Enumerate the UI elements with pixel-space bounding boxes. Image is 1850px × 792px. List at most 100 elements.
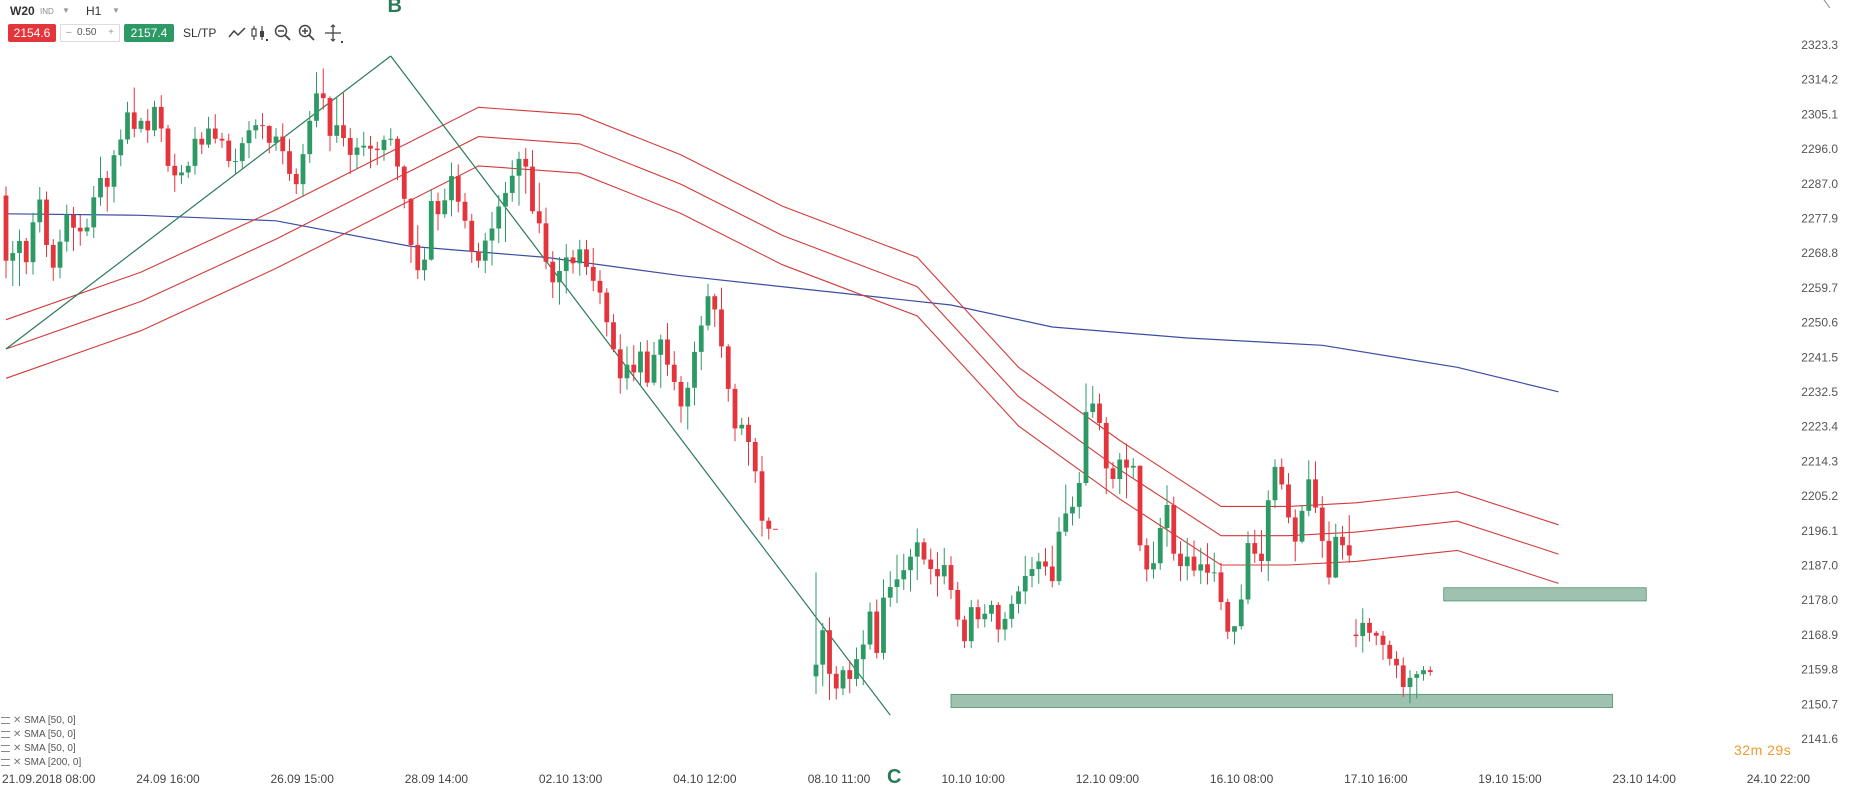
candle-body — [428, 201, 434, 260]
candle-body — [496, 206, 502, 229]
candle-body — [192, 138, 198, 166]
candle-body — [1056, 531, 1062, 582]
candle-body — [941, 565, 947, 577]
candle-body — [1090, 403, 1096, 412]
candle-body — [172, 165, 178, 176]
candle-body — [1333, 536, 1339, 578]
candle-body — [1178, 553, 1183, 567]
candle-body — [3, 195, 9, 261]
candle-body — [44, 199, 49, 245]
volume-increase-button[interactable]: + — [108, 27, 114, 38]
candle-body — [577, 249, 583, 264]
remove-indicator-icon[interactable]: ✕ — [13, 743, 22, 754]
timeframe-label[interactable]: H1 — [86, 4, 102, 18]
candle-body — [881, 597, 886, 653]
candle-body — [462, 201, 468, 221]
candle-body — [1097, 403, 1102, 423]
candle-body — [523, 158, 529, 167]
indicator-settings-icon[interactable] — [1, 717, 10, 724]
candle-body — [638, 351, 643, 373]
sma50-line — [5, 106, 1559, 526]
candle-body — [725, 346, 731, 389]
candle-body — [1292, 517, 1298, 542]
candle-body — [1238, 599, 1244, 627]
candle-body — [1076, 483, 1082, 507]
y-tick-label: 2214.3 — [1801, 454, 1838, 468]
x-tick-label: 12.10 09:00 — [1076, 772, 1140, 786]
x-tick-label: 10.10 10:00 — [941, 772, 1005, 786]
candle-body — [698, 325, 704, 352]
candle-body — [1265, 500, 1271, 562]
candle-body — [1407, 677, 1413, 687]
remove-indicator-icon[interactable]: ✕ — [13, 757, 22, 768]
candle-body — [874, 611, 880, 653]
zoom-out-icon[interactable] — [272, 22, 294, 44]
candle-body — [860, 644, 866, 660]
candle-body — [23, 240, 29, 263]
candle-body — [617, 349, 623, 379]
y-tick-label: 2205.2 — [1801, 489, 1838, 503]
symbol-label[interactable]: W20 — [10, 4, 35, 18]
indicator-settings-icon[interactable] — [1, 745, 10, 752]
candle-body — [739, 424, 745, 429]
candle-body — [1103, 422, 1109, 469]
candle-body — [1063, 513, 1069, 532]
buy-button[interactable]: 2157.4 — [124, 24, 174, 42]
sell-button[interactable]: 2154.6 — [8, 24, 56, 42]
candle-body — [1110, 468, 1116, 479]
candle-body — [1387, 644, 1393, 659]
candle-body — [165, 128, 171, 166]
candle-body — [989, 604, 994, 614]
volume-stepper[interactable]: – 0.50 + — [60, 24, 120, 42]
candle-body — [442, 200, 448, 215]
indicator-settings-icon[interactable] — [1, 731, 10, 738]
candle-body — [975, 607, 981, 620]
candle-body — [293, 173, 299, 185]
candle-body — [145, 120, 151, 131]
exchange-badge: IND — [40, 7, 54, 16]
candle-settings-icon[interactable] — [248, 22, 270, 44]
line-chart-icon[interactable] — [226, 22, 248, 44]
candle-body — [1124, 459, 1129, 468]
candle-body — [1380, 635, 1386, 645]
crosshair-icon[interactable] — [322, 22, 344, 44]
candle-body — [206, 128, 211, 145]
legend-label: SMA [50, 0] — [24, 715, 76, 726]
candle-body — [455, 176, 461, 202]
legend-item-sma[interactable]: ✕ SMA [50, 0] — [0, 714, 120, 728]
sltp-button[interactable]: SL/TP — [183, 26, 217, 40]
legend-item-sma[interactable]: ✕ SMA [50, 0] — [0, 742, 120, 756]
candle-body — [469, 220, 475, 252]
volume-value[interactable]: 0.50 — [77, 27, 97, 38]
candle-body — [685, 387, 691, 407]
candle-body — [179, 172, 184, 176]
candle-body — [395, 138, 400, 167]
support-zone — [1443, 587, 1647, 602]
y-tick-label: 2305.1 — [1801, 107, 1838, 121]
legend-item-sma[interactable]: ✕ SMA [200, 0] — [0, 756, 120, 770]
candle-body — [422, 259, 427, 271]
candle-body — [361, 145, 367, 148]
indicator-settings-icon[interactable] — [1, 759, 10, 766]
zoom-in-icon[interactable] — [296, 22, 318, 44]
candle-body — [408, 198, 414, 245]
legend-item-sma[interactable]: ✕ SMA [50, 0] — [0, 728, 120, 742]
candle-body — [550, 261, 556, 283]
candle-body — [1367, 622, 1372, 633]
y-tick-label: 2323.3 — [1801, 38, 1838, 52]
candle-body — [1211, 572, 1217, 574]
remove-indicator-icon[interactable]: ✕ — [13, 729, 22, 740]
candle-body — [1400, 665, 1406, 687]
volume-decrease-button[interactable]: – — [66, 27, 72, 38]
candle-body — [17, 240, 22, 254]
timeframe-dropdown-icon[interactable]: ▼ — [112, 6, 120, 15]
candle-body — [320, 93, 326, 99]
remove-indicator-icon[interactable]: ✕ — [13, 715, 22, 726]
candle-body — [1299, 510, 1305, 542]
candle-countdown: 32m 29s — [1734, 742, 1792, 758]
symbol-dropdown-icon[interactable]: ▼ — [62, 6, 70, 15]
candle-body — [719, 309, 724, 347]
candle-body — [1346, 545, 1352, 556]
candle-body — [1427, 670, 1433, 672]
